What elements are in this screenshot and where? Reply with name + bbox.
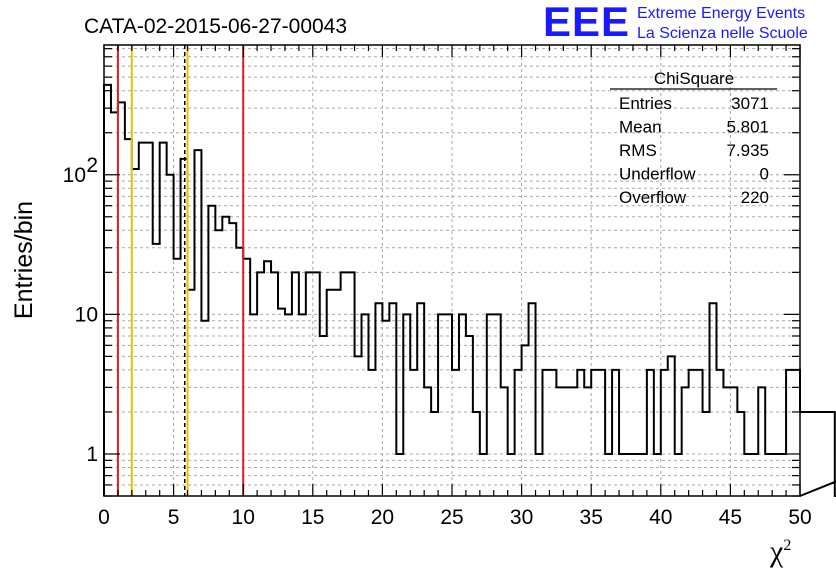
x-tick-label: 40 [649, 506, 672, 529]
stats-value: 5.801 [726, 118, 769, 137]
x-tick-label: 5 [168, 506, 180, 529]
y-tick-label: 10 [75, 303, 98, 326]
logo-text: Extreme Energy Events La Scienza nelle S… [637, 4, 808, 44]
stats-value: 0 [760, 165, 769, 184]
histogram-series [103, 83, 836, 497]
x-axis-superscript: 2 [783, 537, 792, 554]
stats-value: 7.935 [726, 141, 769, 160]
y-tick-label: 1 [86, 443, 98, 466]
x-tick-label: 45 [719, 506, 742, 529]
x-tick-label: 10 [232, 506, 255, 529]
x-axis-symbol: χ [770, 535, 784, 568]
logo-line-2: La Scienza nelle Scuole [637, 25, 808, 42]
stats-label: Mean [619, 118, 662, 137]
eee-logo: EEE Extreme Energy Events La Scienza nel… [543, 0, 833, 46]
stats-label: Overflow [619, 188, 687, 207]
stats-label: Entries [619, 94, 672, 113]
chart-title: CATA-02-2015-06-27-00043 [84, 15, 347, 38]
stats-box: ChiSquare Entries 3071 Mean 5.801 RMS 7.935 Un… [610, 69, 777, 207]
x-tick-label: 20 [371, 506, 394, 529]
stats-label: RMS [619, 141, 657, 160]
stats-title: ChiSquare [654, 69, 734, 88]
x-tick-label: 30 [510, 506, 533, 529]
x-tick-label: 15 [301, 506, 324, 529]
histogram-outline [103, 83, 836, 497]
logo-line-1: Extreme Energy Events [637, 5, 806, 22]
logo-mark: EEE [543, 0, 631, 45]
stats-label: Underflow [619, 165, 696, 184]
x-axis-label: χ2 [770, 535, 791, 569]
x-tick-label: 25 [440, 506, 463, 529]
y-tick-exponent: 2 [86, 154, 98, 177]
y-axis-label: Entries/bin [10, 201, 38, 319]
x-tick-label: 35 [580, 506, 603, 529]
marker-lines [116, 45, 245, 496]
y-tick-label: 10 [63, 164, 86, 187]
x-tick-label: 50 [788, 506, 811, 529]
stats-value: 220 [741, 188, 769, 207]
x-tick-label: 0 [98, 506, 110, 529]
stats-value: 3071 [731, 94, 769, 113]
